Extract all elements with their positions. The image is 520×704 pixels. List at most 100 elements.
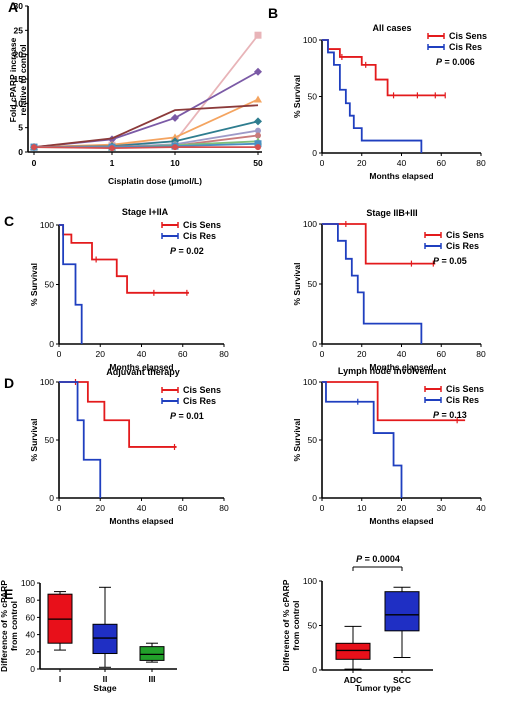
x-axis-label: Months elapsed <box>369 516 433 526</box>
y-tick-label: 50 <box>308 435 318 445</box>
x-axis-label: Stage <box>93 683 116 693</box>
x-tick-label: 10 <box>170 158 180 168</box>
y-tick-label: 100 <box>21 578 35 588</box>
y-tick-label: 0 <box>49 493 54 503</box>
y-tick-label: 0 <box>30 664 35 674</box>
survival-curve <box>59 381 102 498</box>
y-tick-label: 20 <box>26 647 36 657</box>
y-axis-label: % Survival <box>292 419 302 462</box>
x-tick-label: I <box>59 674 61 684</box>
data-point <box>254 117 262 126</box>
y-tick-label: 30 <box>14 1 24 11</box>
x-axis-label: Months elapsed <box>109 362 173 372</box>
data-point <box>254 67 262 76</box>
survival-curve <box>322 381 466 422</box>
x-tick-label: 20 <box>96 503 106 513</box>
panel-e2: 0 50 100 ADC SCC Difference of % cPARP from co… <box>281 554 433 693</box>
y-axis-label: % Survival <box>292 75 302 118</box>
data-point <box>172 144 178 151</box>
x-tick-label: 60 <box>437 349 447 359</box>
data-point <box>171 133 179 141</box>
x-tick-label: 0 <box>57 349 62 359</box>
panel-d1: 0 50 100 0 20 40 60 80 Adjuvant therapy % Surviva… <box>4 367 229 526</box>
x-tick-label: 0 <box>320 503 325 513</box>
y-tick-label: 0 <box>312 148 317 158</box>
box-iii <box>139 646 165 661</box>
legend-label: Cis Sens <box>183 220 221 230</box>
y-tick-label: 0 <box>18 147 23 157</box>
data-point <box>254 95 262 103</box>
x-tick-label: 40 <box>137 503 147 513</box>
y-tick-label: 40 <box>26 630 36 640</box>
x-tick-label: 20 <box>357 158 367 168</box>
p-value: P = 0.01 <box>170 411 204 421</box>
y-tick-label: 50 <box>45 435 55 445</box>
legend-label: Cis Res <box>183 396 216 406</box>
panel-title: Adjuvant therapy <box>106 367 180 377</box>
y-axis-label: Difference of % cPARP <box>0 580 9 672</box>
x-tick-label: III <box>148 674 155 684</box>
panel-c2: 0 50 100 0 20 40 60 80 Stage IIB+III % Survival Mo… <box>292 208 486 372</box>
legend-label: Cis Res <box>449 42 482 52</box>
survival-curve <box>322 39 423 153</box>
y-axis-label: % Survival <box>292 263 302 306</box>
x-tick-label: 40 <box>476 503 486 513</box>
x-tick-label: ADC <box>344 675 362 685</box>
series-line <box>33 104 259 149</box>
panel-title: All cases <box>372 23 411 33</box>
data-point <box>255 132 261 139</box>
survival-curve <box>322 381 403 498</box>
y-axis-label: from control <box>291 600 301 650</box>
x-tick-label: 0 <box>320 349 325 359</box>
y-tick-label: 100 <box>40 377 54 387</box>
legend-label: Cis Res <box>183 231 216 241</box>
survival-curve <box>322 223 423 344</box>
x-tick-label: II <box>103 674 108 684</box>
x-tick-label: 10 <box>357 503 367 513</box>
y-tick-label: 0 <box>312 339 317 349</box>
p-value: P = 0.0004 <box>356 554 400 564</box>
y-tick-label: 100 <box>40 220 54 230</box>
panel-letter: E <box>4 586 13 602</box>
x-tick-label: 20 <box>397 503 407 513</box>
x-tick-label: 60 <box>437 158 447 168</box>
y-tick-label: 15 <box>14 74 24 84</box>
box-adc <box>335 642 371 660</box>
data-point <box>255 144 261 151</box>
x-tick-label: SCC <box>393 675 411 685</box>
y-tick-label: 50 <box>308 279 318 289</box>
y-axis-label: % Survival <box>29 419 39 462</box>
data-point <box>254 31 262 39</box>
x-tick-label: 20 <box>96 349 106 359</box>
x-tick-label: 0 <box>320 158 325 168</box>
panel-c1: 0 50 100 0 20 40 60 80 Stage I+IIA % Survival Mont… <box>4 207 229 372</box>
panel-letter: A <box>8 0 18 15</box>
x-tick-label: 0 <box>57 503 62 513</box>
y-axis-label: % Survival <box>29 263 39 306</box>
y-tick-label: 50 <box>45 280 55 290</box>
box-ii <box>92 623 118 655</box>
x-tick-label: 80 <box>219 349 229 359</box>
legend-label: Cis Sens <box>446 230 484 240</box>
box-scc <box>384 591 420 632</box>
series-line <box>33 146 258 150</box>
y-tick-label: 100 <box>303 576 317 586</box>
x-tick-label: 80 <box>476 349 486 359</box>
x-tick-label: 80 <box>476 158 486 168</box>
y-tick-label: 20 <box>14 50 24 60</box>
panel-d2: 0 50 100 0 10 20 30 40 Lymph node involvement % S… <box>292 366 486 526</box>
x-axis-label: Months elapsed <box>109 516 173 526</box>
legend-label: Cis Sens <box>446 384 484 394</box>
x-tick-label: 1 <box>110 158 115 168</box>
p-value: P = 0.006 <box>436 57 475 67</box>
x-tick-label: 20 <box>357 349 367 359</box>
data-point <box>171 113 179 122</box>
x-tick-label: 80 <box>219 503 229 513</box>
survival-curve <box>322 223 436 265</box>
x-tick-label: 50 <box>253 158 263 168</box>
data-point <box>109 145 115 152</box>
x-tick-label: 60 <box>178 503 188 513</box>
